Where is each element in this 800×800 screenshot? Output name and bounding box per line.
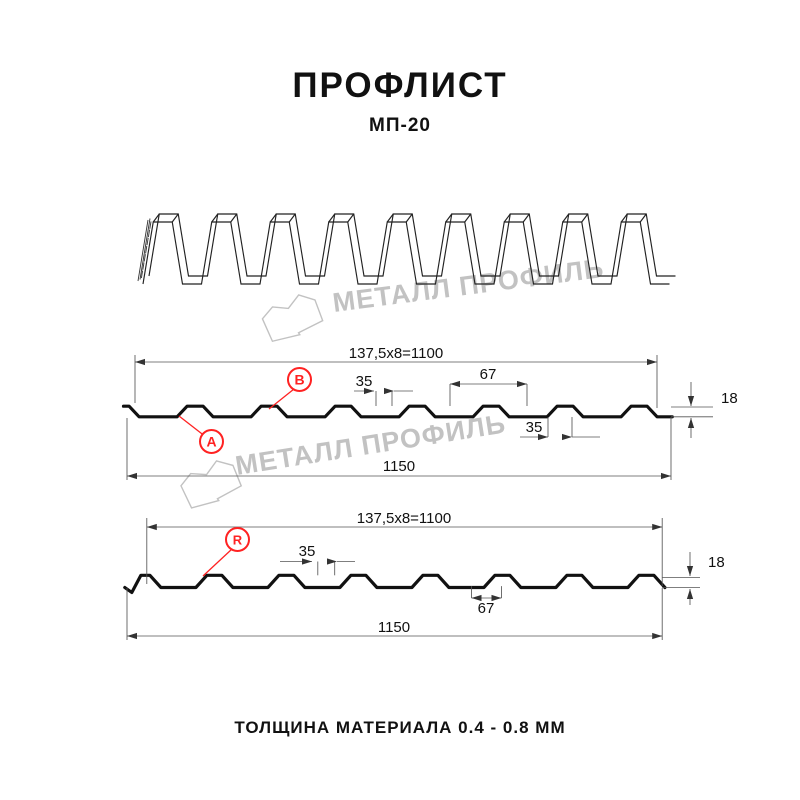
svg-text:1150: 1150 <box>383 458 415 475</box>
svg-text:35: 35 <box>526 419 543 436</box>
svg-text:67: 67 <box>480 366 497 383</box>
svg-text:1150: 1150 <box>378 619 410 636</box>
svg-text:35: 35 <box>299 543 316 560</box>
svg-text:18: 18 <box>708 554 725 571</box>
svg-text:35: 35 <box>356 373 373 390</box>
svg-text:МЕТАЛЛ ПРОФИЛЬ: МЕТАЛЛ ПРОФИЛЬ <box>233 409 508 481</box>
svg-text:МЕТАЛЛ ПРОФИЛЬ: МЕТАЛЛ ПРОФИЛЬ <box>331 253 606 318</box>
svg-text:137,5x8=1100: 137,5x8=1100 <box>349 345 443 362</box>
svg-text:R: R <box>233 533 243 548</box>
svg-text:A: A <box>206 434 216 450</box>
svg-text:67: 67 <box>478 600 495 617</box>
svg-text:18: 18 <box>721 390 738 407</box>
svg-text:B: B <box>294 372 304 388</box>
svg-text:137,5x8=1100: 137,5x8=1100 <box>357 510 451 527</box>
